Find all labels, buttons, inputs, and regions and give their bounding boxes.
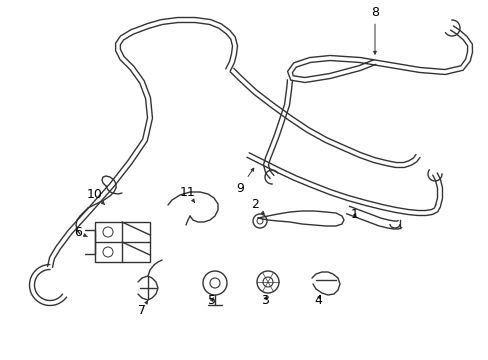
Text: 11: 11 bbox=[180, 186, 196, 202]
Text: 7: 7 bbox=[138, 301, 147, 316]
Text: 3: 3 bbox=[261, 293, 268, 306]
Text: 8: 8 bbox=[370, 5, 378, 54]
Text: 9: 9 bbox=[236, 168, 253, 194]
Bar bbox=[95, 222, 150, 262]
Text: 6: 6 bbox=[74, 225, 87, 238]
Text: 5: 5 bbox=[207, 293, 216, 306]
Text: 10: 10 bbox=[87, 189, 104, 204]
Text: 4: 4 bbox=[313, 293, 321, 306]
Text: 2: 2 bbox=[250, 198, 264, 214]
Text: 1: 1 bbox=[350, 208, 358, 221]
